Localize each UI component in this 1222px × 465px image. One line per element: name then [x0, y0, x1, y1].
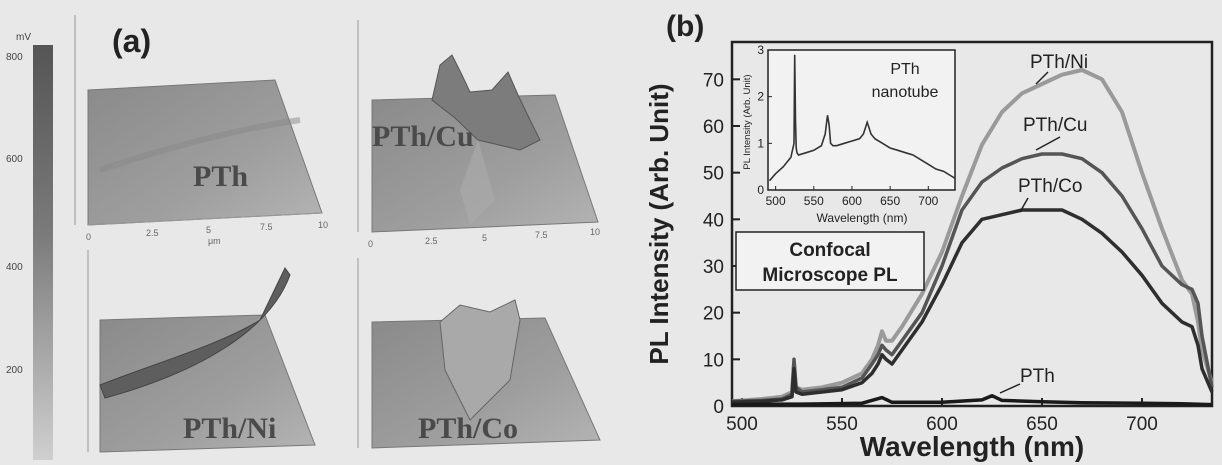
x-axis-label: Wavelength (nm) [860, 431, 1085, 462]
inset-title-line: PTh [890, 61, 919, 78]
inset-y-tick-label: 2 [757, 90, 764, 104]
inset-x-tick-label: 650 [880, 194, 900, 208]
afm-surface-pth-co: PTh/Co [357, 258, 601, 449]
inset-y-tick-label: 1 [757, 136, 764, 150]
x-ticks: 500 550 600 650 700 [726, 398, 1158, 435]
panel-a-label: (a) [112, 23, 151, 59]
colorbar [33, 45, 53, 460]
axis-tick: 0 [368, 239, 373, 249]
method-box-line: Microscope PL [762, 265, 898, 286]
colorbar-tick: 400 [6, 262, 23, 273]
y-tick-label: 0 [713, 397, 724, 418]
surface-label: PTh/Ni [183, 412, 276, 445]
series-label-pointer [999, 383, 1021, 394]
x-tick-label: 550 [826, 414, 858, 435]
y-tick-label: 10 [703, 350, 724, 371]
series-line-pth-cu [731, 152, 1214, 404]
y-tick-label: 50 [703, 164, 724, 185]
surface-label: PTh/Co [418, 412, 518, 445]
axis-tick: 5 [206, 225, 211, 235]
axis-tick: 10 [318, 220, 328, 230]
axis-tick: 7.5 [535, 230, 548, 240]
colorbar-unit: mV [16, 32, 31, 43]
inset-series-line [768, 54, 956, 182]
afm-surface-pth-ni: PTh/Ni [87, 250, 316, 453]
x-tick-label: 700 [1126, 414, 1158, 435]
axis-tick: 2.5 [425, 236, 438, 246]
inset-series [768, 54, 956, 182]
series-lines [731, 68, 1214, 407]
series-label-pth-ni: PTh/Ni [1030, 52, 1088, 73]
inset-title-line: nanotube [872, 84, 939, 101]
y-tick-label: 70 [703, 70, 724, 91]
colorbar-tick: 200 [6, 365, 23, 376]
y-tick-label: 20 [703, 304, 724, 325]
method-box-line: Confocal [789, 240, 870, 261]
x-tick-label: 500 [726, 414, 758, 435]
colorbar-tick: 800 [6, 52, 23, 63]
panel-b-label: (b) [666, 10, 704, 43]
x-tick-label: 600 [926, 414, 958, 435]
plot-frame [730, 40, 1214, 408]
panel-a-afm-images: mV 800 600 400 200 (a) PTh 0 2.5 5 7.5 1… [6, 15, 601, 460]
surface-label: PTh/Cu [372, 120, 474, 153]
y-ticks: 0 10 20 30 40 50 60 70 [703, 70, 740, 418]
y-tick-label: 30 [703, 257, 724, 278]
series-label-pth-cu: PTh/Cu [1023, 115, 1087, 136]
series-label-pth-co: PTh/Co [1018, 176, 1082, 197]
inset-frame [767, 49, 956, 191]
afm-surface-pth-cu: PTh/Cu 0 2.5 5 7.5 10 [357, 20, 600, 249]
y-tick-label: 60 [703, 117, 724, 138]
axis-unit: μm [208, 236, 221, 246]
axis-tick: 7.5 [260, 222, 273, 232]
inset-y-axis-label: PL Intensity (Arb. Unit) [742, 74, 753, 169]
inset-x-tick-label: 550 [804, 194, 824, 208]
afm-surface-pth: PTh 0 2.5 5 7.5 10 μm [74, 15, 328, 246]
inset-x-tick-label: 600 [842, 194, 862, 208]
inset-x-axis-label: Wavelength (nm) [817, 211, 908, 225]
inset-x-ticks: 500 550 600 650 700 [766, 186, 939, 208]
axis-tick: 10 [590, 227, 600, 237]
y-tick-label: 40 [703, 210, 724, 231]
series-line-pth [731, 393, 1213, 407]
series-label-pointer [1035, 136, 1061, 151]
inset-chart: 0 1 2 3 500 550 600 650 700 PTh nanotube PL Int… [742, 43, 956, 225]
inset-y-tick-label: 0 [757, 183, 764, 197]
axis-tick: 0 [86, 232, 91, 242]
axis-tick: 5 [482, 233, 487, 243]
inset-x-tick-label: 500 [766, 194, 786, 208]
axis-tick: 2.5 [146, 228, 159, 238]
inset-y-ticks: 0 1 2 3 [757, 43, 772, 197]
inset-x-tick-label: 700 [918, 194, 938, 208]
colorbar-tick: 600 [6, 154, 23, 165]
inset-y-tick-label: 3 [757, 43, 764, 57]
series-label-pth: PTh [1020, 366, 1055, 387]
series-label-pointer [1035, 71, 1049, 85]
series-line-pth-co [731, 208, 1214, 405]
series-label-pointer [1019, 197, 1029, 213]
method-box [735, 231, 925, 291]
x-tick-label: 650 [1026, 414, 1058, 435]
y-axis-label: PL Intensity (Arb. Unit) [644, 83, 674, 364]
surface-label: PTh [193, 160, 248, 193]
